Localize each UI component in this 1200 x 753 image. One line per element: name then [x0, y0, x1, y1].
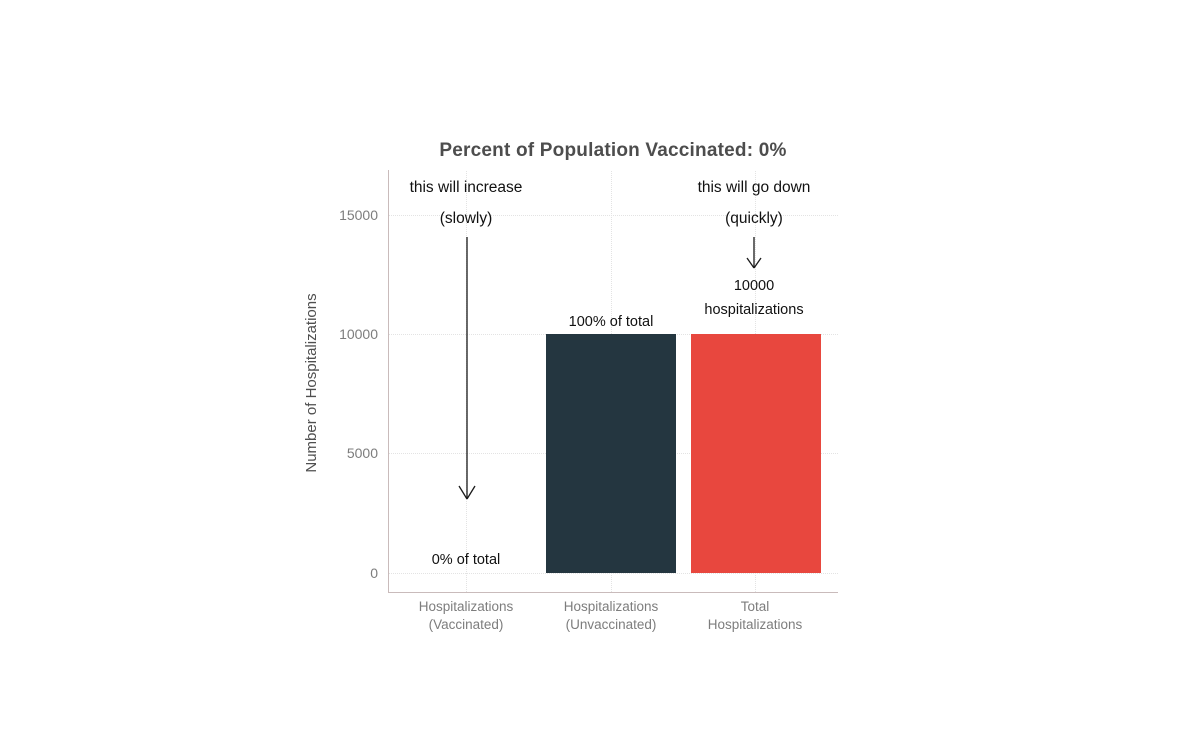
x-axis-line [388, 592, 838, 593]
y-tick-label: 10000 [339, 326, 378, 342]
x-tick-line2: (Unvaccinated) [565, 617, 657, 632]
bar [546, 334, 676, 573]
annotation-total-value: 10000 [733, 278, 775, 294]
bar [691, 334, 821, 573]
y-tick-label: 15000 [339, 207, 378, 223]
annotation-total-unit: hospitalizations [704, 302, 804, 318]
x-tick-line1: Hospitalizations [418, 599, 514, 614]
x-tick-line1: Total [740, 599, 770, 614]
quick-decrease-arrow [746, 237, 762, 269]
x-tick-label-vaccinated: Hospitalizations (Vaccinated) [381, 598, 551, 634]
slow-increase-arrow [458, 237, 476, 500]
y-axis-label: Number of Hospitalizations [303, 293, 320, 473]
x-tick-label-unvaccinated: Hospitalizations (Unvaccinated) [526, 598, 696, 634]
annotation-increase-line1: this will increase [409, 179, 523, 196]
chart-title: Percent of Population Vaccinated: 0% [439, 140, 787, 161]
x-tick-line1: Hospitalizations [563, 599, 659, 614]
gridline-horizontal [389, 215, 838, 216]
gridline-horizontal [389, 573, 838, 574]
x-tick-line2: Hospitalizations [707, 617, 803, 632]
annotation-decrease-line2: (quickly) [725, 210, 783, 227]
annotation-zero-pct: 0% of total [431, 552, 501, 568]
x-tick-line2: (Vaccinated) [428, 617, 504, 632]
y-tick-label: 5000 [346, 445, 378, 461]
annotation-increase-line2: (slowly) [439, 210, 493, 227]
y-tick-label: 0 [370, 565, 378, 581]
annotation-hundred-pct: 100% of total [568, 314, 654, 330]
y-axis-line [388, 170, 389, 592]
x-tick-label-total: Total Hospitalizations [670, 598, 840, 634]
annotation-decrease-line1: this will go down [697, 179, 811, 196]
